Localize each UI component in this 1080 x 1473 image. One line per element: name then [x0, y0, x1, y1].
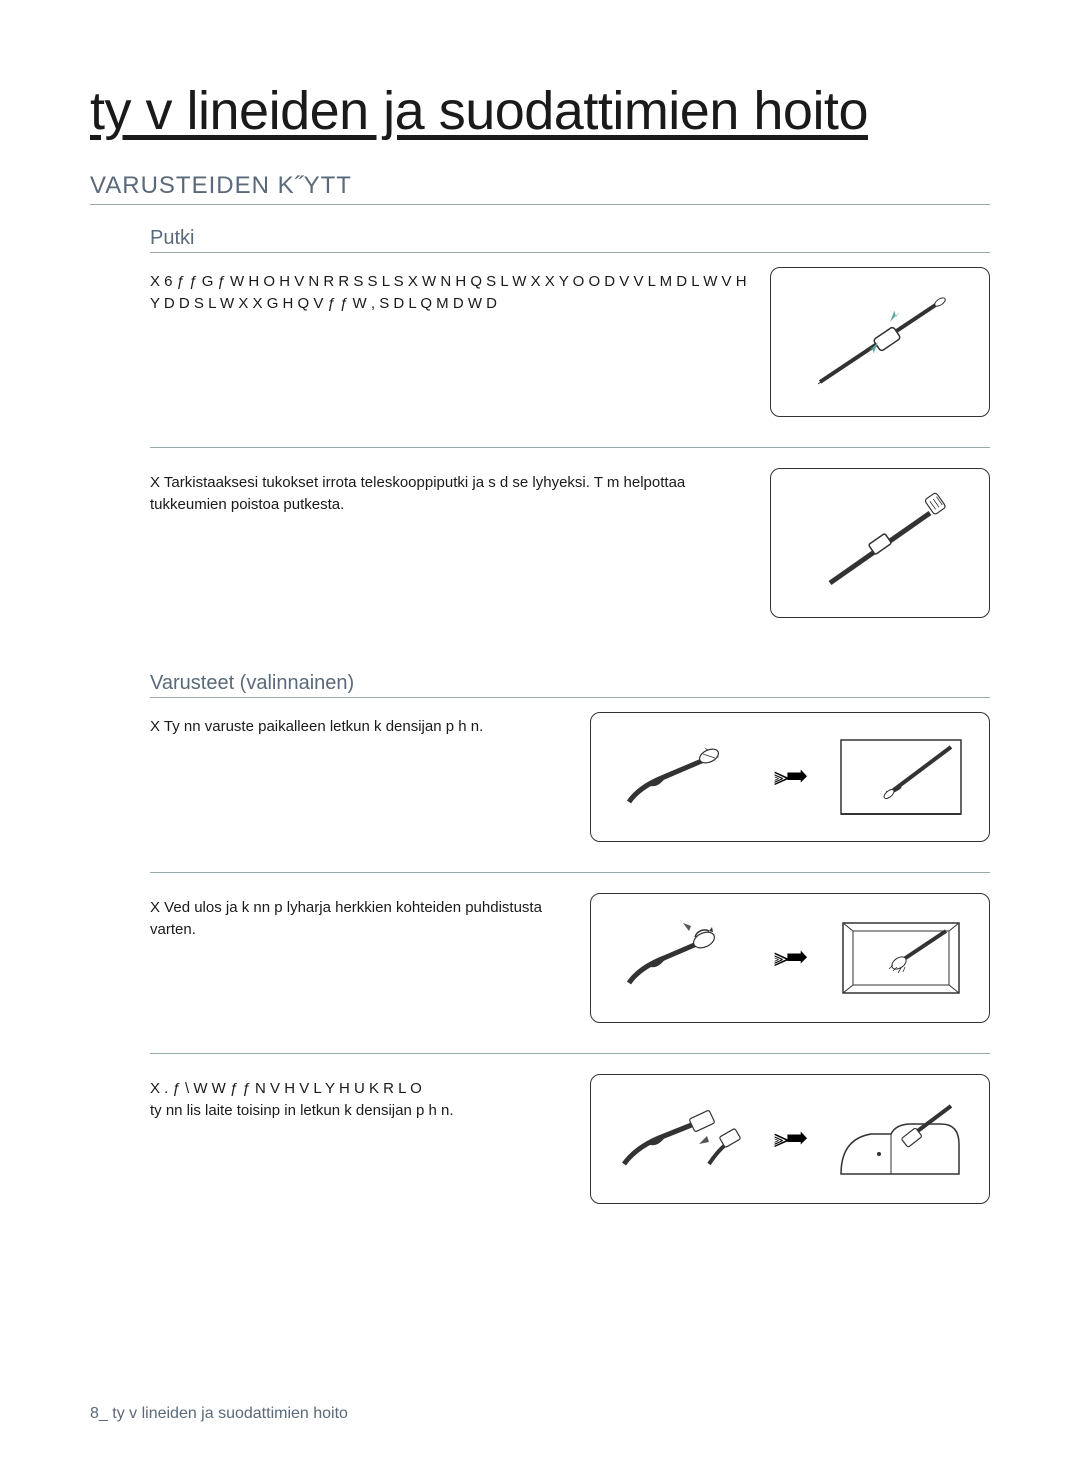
- brush-frame-icon: [831, 913, 971, 1003]
- panel-left-4: [604, 908, 754, 1008]
- arrow-icon: ⫸➡: [774, 942, 806, 974]
- crevice-use-icon: [831, 732, 971, 822]
- illus-upholstery: ⫸➡: [590, 1074, 990, 1204]
- page-footer: 8_ ty v lineiden ja suodattimien hoito: [90, 1405, 348, 1423]
- illus-attach-accessory: ⫸➡: [590, 712, 990, 842]
- step-5: X . ƒ \ W W ƒ ƒ N V H V L Y H U K R L O …: [150, 1074, 990, 1234]
- step-5a: X . ƒ \ W W ƒ ƒ N V H V L Y H U K R L O: [150, 1080, 422, 1097]
- subsection-accessories: Varusteet (valinnainen) X Ty nn varuste …: [150, 672, 990, 1234]
- panel-left-5: [604, 1089, 754, 1189]
- panel-right-3: [826, 727, 976, 827]
- step-2-text: X Tarkistaaksesi tukokset irrota telesko…: [150, 468, 750, 516]
- arrow-icon: ⫸➡: [774, 761, 806, 793]
- step-4: X Ved ulos ja k nn p lyharja herkkien ko…: [150, 893, 990, 1054]
- upholstery-attach-icon: [609, 1094, 749, 1184]
- step-1: X 6 ƒ ƒ G ƒ W H O H V N R R S S L S X W …: [150, 267, 990, 448]
- step-5-text: X . ƒ \ W W ƒ ƒ N V H V L Y H U K R L O …: [150, 1074, 570, 1122]
- step-2: X Tarkistaaksesi tukokset irrota telesko…: [150, 468, 990, 648]
- upholstery-use-icon: [831, 1094, 971, 1184]
- handle-attach-icon: [609, 732, 749, 822]
- step-5b: ty nn lis laite toisinp in letkun k dens…: [150, 1102, 454, 1119]
- illus-telescopic-extend: [770, 267, 990, 417]
- step-3: X Ty nn varuste paikalleen letkun k dens…: [150, 712, 990, 873]
- telescopic-short-icon: [790, 483, 970, 603]
- arrow-icon: ⫸➡: [774, 1123, 806, 1155]
- section-heading: VARUSTEIDEN K˝YTT: [90, 172, 990, 205]
- step-1-text: X 6 ƒ ƒ G ƒ W H O H V N R R S S L S X W …: [150, 267, 750, 315]
- sub-heading-accessories: Varusteet (valinnainen): [150, 672, 990, 698]
- page-title: ty v lineiden ja suodattimien hoito: [90, 80, 990, 142]
- sub-heading-tube: Putki: [150, 227, 990, 253]
- panel-right-4: [826, 908, 976, 1008]
- step-4-text: X Ved ulos ja k nn p lyharja herkkien ko…: [150, 893, 570, 941]
- panel-left-3: [604, 727, 754, 827]
- panel-right-5: [826, 1089, 976, 1189]
- illus-telescopic-shorten: [770, 468, 990, 618]
- telescopic-pipe-icon: [790, 282, 970, 402]
- step-3-text: X Ty nn varuste paikalleen letkun k dens…: [150, 712, 570, 738]
- brush-extend-icon: [609, 913, 749, 1003]
- illus-dust-brush: ⫸➡: [590, 893, 990, 1023]
- subsection-tube: Putki X 6 ƒ ƒ G ƒ W H O H V N R R S S L …: [150, 227, 990, 648]
